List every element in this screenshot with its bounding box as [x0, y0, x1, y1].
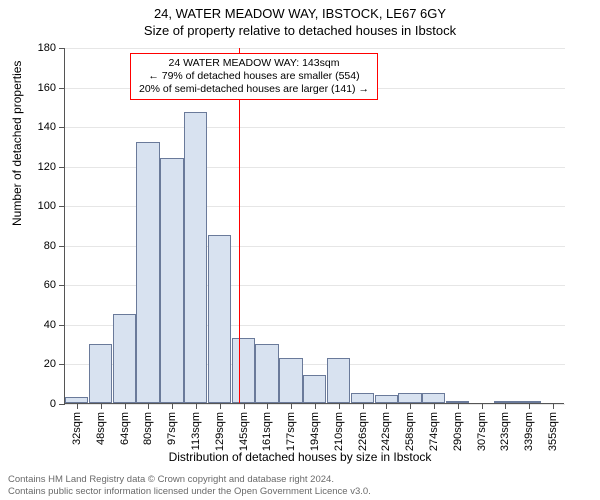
x-tick — [101, 403, 102, 409]
x-tick-label: 290sqm — [452, 412, 464, 451]
x-tick — [339, 403, 340, 409]
x-tick-label: 339sqm — [523, 412, 535, 451]
footer-attribution: Contains HM Land Registry data © Crown c… — [8, 474, 592, 498]
y-tick-label: 60 — [26, 279, 56, 291]
histogram-bar — [398, 393, 421, 403]
x-tick — [410, 403, 411, 409]
annotation-box: 24 WATER MEADOW WAY: 143sqm← 79% of deta… — [130, 53, 378, 100]
x-tick — [291, 403, 292, 409]
annotation-line: ← 79% of detached houses are smaller (55… — [139, 70, 369, 83]
marker-line — [239, 48, 241, 403]
x-tick — [77, 403, 78, 409]
x-tick-label: 226sqm — [357, 412, 369, 451]
histogram-bar — [303, 375, 326, 403]
y-tick-label: 20 — [26, 358, 56, 370]
x-tick-label: 64sqm — [119, 412, 131, 445]
histogram-bar — [89, 344, 112, 403]
annotation-line: 20% of semi-detached houses are larger (… — [139, 83, 369, 96]
y-tick-label: 160 — [26, 82, 56, 94]
x-tick — [363, 403, 364, 409]
x-tick — [244, 403, 245, 409]
x-tick-label: 323sqm — [499, 412, 511, 451]
x-tick — [529, 403, 530, 409]
x-tick — [482, 403, 483, 409]
x-tick — [220, 403, 221, 409]
x-tick-label: 80sqm — [142, 412, 154, 445]
histogram-bar — [232, 338, 255, 403]
y-axis-title: Number of detached properties — [10, 61, 24, 226]
histogram-bar — [160, 158, 183, 403]
x-tick — [315, 403, 316, 409]
y-tick-label: 40 — [26, 319, 56, 331]
x-tick-label: 307sqm — [476, 412, 488, 451]
footer-line-1: Contains HM Land Registry data © Crown c… — [8, 474, 592, 486]
x-tick-label: 194sqm — [309, 412, 321, 451]
y-tick-label: 140 — [26, 121, 56, 133]
x-tick — [148, 403, 149, 409]
histogram-bar — [279, 358, 302, 403]
x-tick — [125, 403, 126, 409]
y-tick-label: 180 — [26, 42, 56, 54]
x-tick — [553, 403, 554, 409]
histogram-bar — [184, 112, 207, 403]
y-tick-label: 0 — [26, 398, 56, 410]
x-tick — [267, 403, 268, 409]
y-tick-label: 100 — [26, 200, 56, 212]
x-tick — [196, 403, 197, 409]
histogram-bar — [136, 142, 159, 403]
x-tick-label: 145sqm — [238, 412, 250, 451]
x-tick — [172, 403, 173, 409]
y-tick-label: 120 — [26, 161, 56, 173]
gridline — [65, 127, 565, 128]
histogram-bar — [375, 395, 398, 403]
x-tick-label: 242sqm — [380, 412, 392, 451]
histogram-bar — [327, 358, 350, 403]
x-tick-label: 32sqm — [71, 412, 83, 445]
x-tick-label: 355sqm — [547, 412, 559, 451]
annotation-line: 24 WATER MEADOW WAY: 143sqm — [139, 57, 369, 70]
x-tick-label: 113sqm — [190, 412, 202, 450]
x-tick — [434, 403, 435, 409]
x-tick-label: 274sqm — [428, 412, 440, 451]
x-tick — [386, 403, 387, 409]
histogram-bar — [113, 314, 136, 403]
histogram-bar — [351, 393, 374, 403]
histogram-bar — [255, 344, 278, 403]
footer-line-2: Contains public sector information licen… — [8, 486, 592, 498]
plot-region: 32sqm48sqm64sqm80sqm97sqm113sqm129sqm145… — [64, 48, 564, 404]
x-axis-title: Distribution of detached houses by size … — [0, 450, 600, 464]
y-tick-label: 80 — [26, 240, 56, 252]
x-tick-label: 258sqm — [404, 412, 416, 451]
chart-title-main: 24, WATER MEADOW WAY, IBSTOCK, LE67 6GY — [0, 0, 600, 21]
x-tick-label: 161sqm — [261, 412, 273, 451]
x-tick-label: 97sqm — [166, 412, 178, 445]
x-tick-label: 210sqm — [333, 412, 345, 451]
x-tick-label: 48sqm — [95, 412, 107, 445]
x-tick-label: 177sqm — [285, 412, 297, 451]
chart-plot-area: 32sqm48sqm64sqm80sqm97sqm113sqm129sqm145… — [64, 48, 564, 404]
x-tick — [505, 403, 506, 409]
histogram-bar — [422, 393, 445, 403]
gridline — [65, 48, 565, 49]
histogram-bar — [208, 235, 231, 403]
x-tick — [458, 403, 459, 409]
x-tick-label: 129sqm — [214, 412, 226, 451]
chart-title-sub: Size of property relative to detached ho… — [0, 21, 600, 38]
